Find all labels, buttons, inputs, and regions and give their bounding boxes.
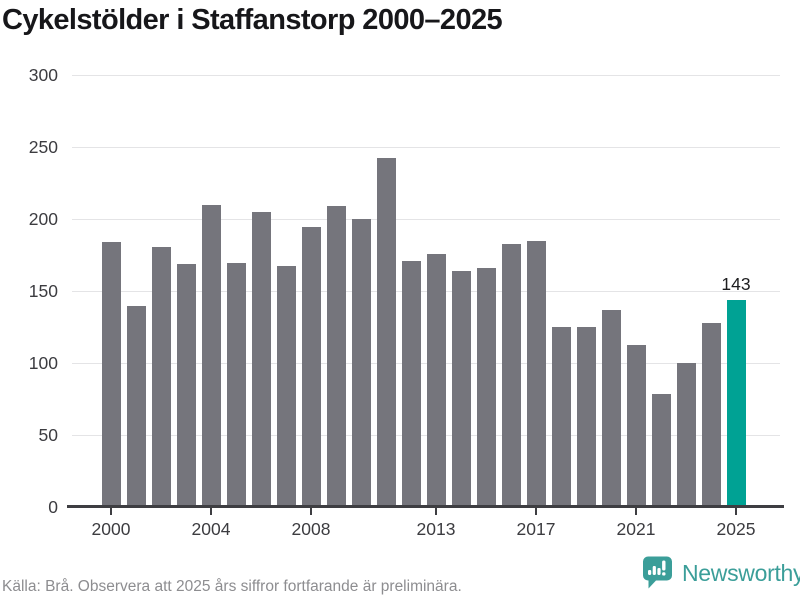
bar-2007 xyxy=(276,265,296,506)
x-axis-tick-2017 xyxy=(535,508,537,515)
x-axis-tick-2025 xyxy=(735,508,737,515)
bar-2024 xyxy=(701,323,721,506)
bar-2017 xyxy=(526,241,546,506)
x-axis-tick-2008 xyxy=(310,508,312,515)
bar-2000 xyxy=(101,242,121,506)
bar-2011 xyxy=(376,157,396,506)
gridline-250 xyxy=(72,146,780,148)
x-axis-label-2017: 2017 xyxy=(516,519,556,539)
newsworthy-chart-bubble-icon xyxy=(643,556,672,589)
y-axis-label-300: 300 xyxy=(28,65,58,85)
y-axis-label-100: 100 xyxy=(28,353,58,373)
x-axis-label-2008: 2008 xyxy=(291,519,331,539)
gridline-100 xyxy=(72,362,780,364)
bar-2013 xyxy=(426,254,446,506)
chart-title: Cykelstölder i Staffanstorp 2000–2025 xyxy=(2,4,503,36)
plot-area: 0 50 100 150 200 250 300 2000 2004 2008 2013 2017 20… xyxy=(29,65,784,539)
bar-2002 xyxy=(151,246,171,506)
bar-2014 xyxy=(451,271,471,506)
x-axis-tick-2021 xyxy=(635,508,637,515)
highlight-value-label: 143 xyxy=(721,274,751,295)
x-axis-label-2025: 2025 xyxy=(716,519,756,539)
bar-2022 xyxy=(651,393,671,506)
x-axis-label-2021: 2021 xyxy=(616,519,656,539)
bar-2012 xyxy=(401,261,421,506)
bar-2010 xyxy=(351,219,371,506)
x-axis-tick-2013 xyxy=(435,508,437,515)
gridline-150 xyxy=(72,290,780,292)
newsworthy-wordmark: Newsworthy xyxy=(682,559,800,586)
y-axis-label-200: 200 xyxy=(28,209,58,229)
bar-2003 xyxy=(176,264,196,506)
bar-2004 xyxy=(201,205,221,506)
bar-2006 xyxy=(251,212,271,506)
source-note: Källa: Brå. Observera att 2025 års siffr… xyxy=(2,578,462,595)
bar-2009 xyxy=(326,206,346,506)
bar-2020 xyxy=(601,310,621,506)
bar-2005 xyxy=(226,262,246,506)
y-axis-label-250: 250 xyxy=(28,137,58,157)
x-axis-label-2004: 2004 xyxy=(191,519,231,539)
x-axis-label-2013: 2013 xyxy=(416,519,456,539)
bar-2021 xyxy=(626,344,646,506)
x-axis-label-2000: 2000 xyxy=(91,519,131,539)
bar-2023 xyxy=(676,363,696,506)
x-axis-tick-2004 xyxy=(210,508,212,515)
y-axis-label-50: 50 xyxy=(38,425,58,445)
x-axis-line xyxy=(67,505,784,508)
x-axis-tick-2000 xyxy=(110,508,112,515)
bar-2001 xyxy=(126,305,146,506)
bar-2015 xyxy=(476,268,496,506)
y-axis-label-0: 0 xyxy=(48,497,58,517)
bar-2016 xyxy=(501,243,521,506)
gridline-300 xyxy=(72,74,780,76)
bar-2018 xyxy=(551,327,571,506)
bar-2019 xyxy=(576,327,596,506)
bar-2008 xyxy=(301,226,321,506)
gridline-200 xyxy=(72,218,780,220)
newsworthy-logo: Newsworthy xyxy=(642,556,800,589)
y-axis-label-150: 150 xyxy=(28,281,58,301)
bar-2025 xyxy=(726,300,746,506)
gridline-50 xyxy=(72,434,780,436)
